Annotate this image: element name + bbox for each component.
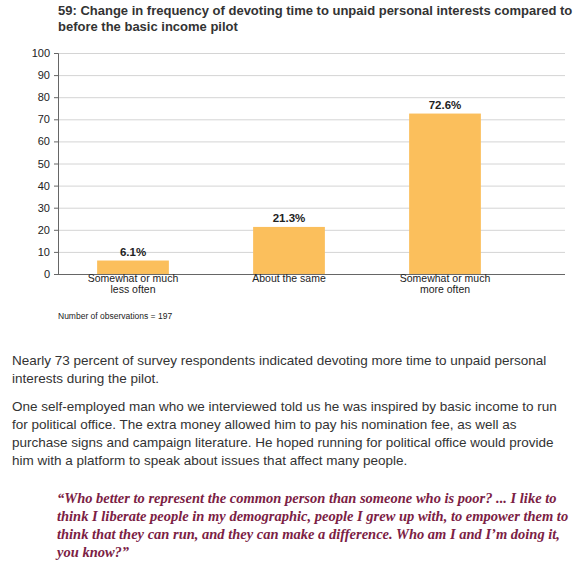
bars	[97, 114, 481, 274]
grid-line	[58, 141, 565, 142]
x-tick: About the same	[252, 272, 326, 284]
data-labels: 6.1% 21.3% 72.6%	[120, 99, 461, 258]
data-label: 72.6%	[429, 99, 462, 111]
x-tick-label: Somewhat or muchmore often	[400, 272, 491, 295]
grid-line	[58, 208, 565, 209]
paragraph: Nearly 73 percent of survey respondents …	[12, 352, 574, 388]
grid-line	[58, 164, 565, 165]
data-label: 6.1%	[120, 246, 146, 258]
y-tick-label: 40	[38, 180, 50, 192]
y-tick-label: 0	[44, 268, 50, 280]
y-tick-label: 30	[38, 202, 50, 214]
bar	[253, 227, 325, 274]
grid-line	[58, 53, 565, 54]
y-tick: 10	[38, 246, 58, 258]
x-tick: Somewhat or muchmore often	[400, 272, 491, 295]
y-tick-label: 50	[38, 158, 50, 170]
y-tick-label: 10	[38, 246, 50, 258]
y-tick-mark	[54, 274, 58, 275]
y-tick: 80	[38, 91, 58, 103]
y-tick-label: 70	[38, 113, 50, 125]
y-tick-label: 20	[38, 224, 50, 236]
y-tick: 40	[38, 180, 58, 192]
y-tick-mark	[54, 75, 58, 76]
y-tick: 20	[38, 224, 58, 236]
x-tick: Somewhat or muchless often	[88, 272, 179, 295]
y-tick: 0	[44, 268, 58, 280]
x-tick-label: About the same	[252, 272, 326, 284]
y-tick-mark	[54, 186, 58, 187]
x-tick-label: Somewhat or muchless often	[88, 272, 179, 295]
grid-line	[58, 186, 565, 187]
chart: 59: Change in frequency of devoting time…	[0, 0, 582, 340]
y-tick: 50	[38, 158, 58, 170]
data-label: 21.3%	[273, 212, 306, 224]
y-tick-mark	[54, 230, 58, 231]
y-tick-mark	[54, 164, 58, 165]
grid	[58, 54, 565, 275]
y-tick-mark	[54, 119, 58, 120]
y-tick-label: 90	[38, 69, 50, 81]
y-tick-mark	[54, 97, 58, 98]
y-tick: 70	[38, 113, 58, 125]
y-axis: 0 10 20 30 40 50 60 70 80 90 100	[32, 47, 59, 280]
annotation: Number of observations = 197	[58, 311, 172, 321]
grid-line	[58, 119, 565, 120]
chart-title: 59: Change in frequency of devoting time…	[58, 3, 572, 34]
y-tick: 90	[38, 69, 58, 81]
y-tick-mark	[54, 208, 58, 209]
x-axis: Somewhat or muchless often About the same…	[88, 272, 491, 295]
paragraph: One self-employed man who we interviewed…	[12, 398, 574, 470]
quote: “Who better to represent the common pers…	[57, 489, 569, 561]
y-tick-label: 100	[32, 47, 50, 59]
y-tick-mark	[54, 53, 58, 54]
y-axis-line	[54, 54, 59, 275]
y-tick: 100	[32, 47, 58, 59]
y-tick-mark	[54, 252, 58, 253]
y-tick: 60	[38, 135, 58, 147]
grid-line	[58, 75, 565, 76]
y-tick: 30	[38, 202, 58, 214]
bar	[409, 114, 481, 274]
grid-line	[58, 97, 565, 98]
y-tick-label: 60	[38, 135, 50, 147]
y-tick-mark	[54, 141, 58, 142]
y-tick-label: 80	[38, 91, 50, 103]
